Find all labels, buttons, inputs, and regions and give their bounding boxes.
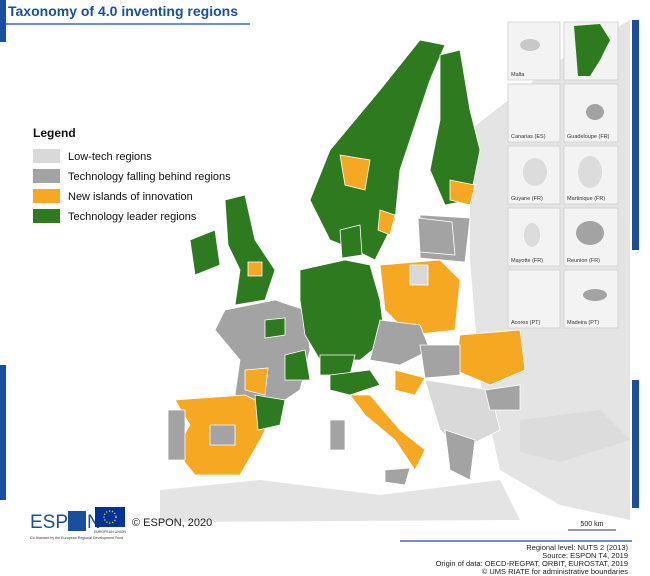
inset-label: Madeira (PT)	[567, 320, 599, 326]
region	[449, 179, 476, 206]
inset-label: Acores (PT)	[511, 320, 541, 326]
cofinance: Co-financed by the European Regional Dev…	[30, 536, 123, 540]
legend-label: Low-tech regions	[68, 151, 152, 163]
region	[384, 467, 411, 486]
region	[309, 39, 446, 261]
region	[299, 259, 386, 361]
frame-bar	[632, 20, 639, 250]
inset-label: Guyane (FR)	[511, 196, 543, 202]
region	[209, 424, 236, 446]
region	[417, 217, 456, 256]
inset-island	[578, 156, 602, 188]
region	[189, 229, 221, 276]
region	[244, 367, 269, 396]
inset-island	[524, 223, 540, 247]
region	[329, 419, 346, 451]
region	[339, 154, 371, 191]
region	[349, 394, 426, 471]
frame-bar	[0, 365, 6, 500]
inset-label: Canarias (ES)	[511, 134, 546, 140]
eu-label: EUROPEAN UNION	[94, 530, 126, 534]
region	[444, 429, 476, 481]
footer-line: Regional level: NUTS 2 (2013)	[526, 543, 628, 552]
footer-line: Source: ESPON T4, 2019	[542, 551, 628, 560]
inset-island	[576, 221, 604, 245]
land-background	[160, 480, 520, 522]
region	[394, 369, 426, 396]
inset-frame	[507, 83, 561, 143]
legend-swatch	[33, 149, 60, 163]
inset-label: Malta	[511, 72, 525, 78]
footer-line: © UMS RIATE for administrative boundarie…	[482, 567, 629, 576]
region	[247, 261, 263, 277]
region	[284, 349, 311, 381]
scale-label: 500 km	[581, 521, 604, 528]
frame-bar	[0, 0, 6, 42]
region	[424, 379, 501, 451]
region	[254, 394, 286, 431]
logo-text: ESP	[30, 512, 68, 533]
inset-region	[574, 24, 610, 76]
inset-label: Reunion (FR)	[567, 258, 600, 264]
region	[319, 354, 356, 376]
region	[484, 384, 521, 411]
legend-swatch	[33, 169, 60, 183]
inset-label: Martinique (FR)	[567, 196, 605, 202]
region	[329, 369, 381, 396]
insets: Malta Canarias (ES) Guadeloupe (FR) Guya…	[507, 21, 619, 329]
logo-square	[68, 511, 86, 531]
region	[167, 409, 186, 461]
footer-line: Origin of data: OECD-REGPAT, ORBIT, EURO…	[436, 559, 628, 568]
legend: Legend Low-tech regions Technology fallin…	[33, 126, 231, 223]
legend-title: Legend	[33, 126, 76, 140]
inset-island	[583, 289, 607, 301]
region	[379, 259, 461, 336]
copyright: © ESPON, 2020	[132, 517, 212, 529]
legend-label: Technology falling behind regions	[68, 171, 231, 183]
region	[419, 344, 461, 379]
eu-flag	[95, 507, 125, 527]
region	[369, 319, 431, 366]
legend-swatch	[33, 189, 60, 203]
inset-frame	[563, 207, 619, 267]
region	[409, 264, 429, 286]
frame-bar	[632, 380, 639, 508]
inset-island	[520, 39, 540, 51]
title: Taxonomy of 4.0 inventing regions	[8, 3, 238, 19]
inset-frame	[507, 21, 561, 81]
inset-label: Mayotte (FR)	[511, 258, 543, 264]
region	[264, 317, 286, 339]
eu-stars	[103, 510, 117, 524]
inset-island	[586, 104, 604, 120]
region	[224, 194, 276, 306]
inset-label: Guadeloupe (FR)	[567, 134, 610, 140]
inset-island	[523, 158, 547, 186]
inset-frame	[507, 269, 561, 329]
land-background	[520, 410, 630, 462]
legend-swatch	[33, 209, 60, 223]
legend-label: New islands of innovation	[68, 191, 193, 203]
legend-label: Technology leader regions	[68, 211, 197, 223]
region	[377, 209, 396, 236]
region	[339, 224, 363, 259]
